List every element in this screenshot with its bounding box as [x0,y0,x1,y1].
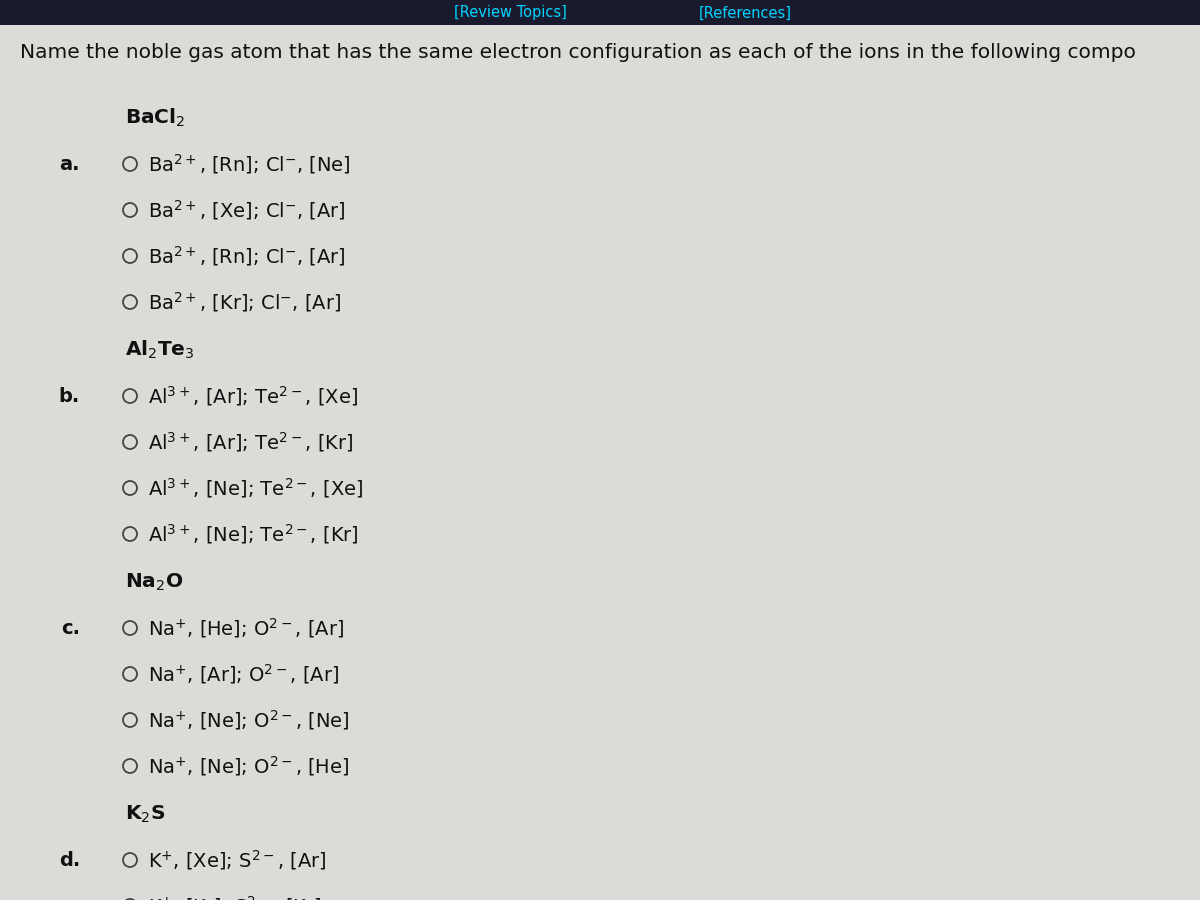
Text: Na$^{+}$, [He]; O$^{2-}$, [Ar]: Na$^{+}$, [He]; O$^{2-}$, [Ar] [148,616,344,640]
Text: Al$^{3+}$, [Ar]; Te$^{2-}$, [Xe]: Al$^{3+}$, [Ar]; Te$^{2-}$, [Xe] [148,384,358,408]
Text: Na$_2$O: Na$_2$O [125,572,184,592]
Text: Name the noble gas atom that has the same electron configuration as each of the : Name the noble gas atom that has the sam… [20,42,1136,61]
Text: K$^{+}$, [Xe]; S$^{2-}$, [Ar]: K$^{+}$, [Xe]; S$^{2-}$, [Ar] [148,848,326,872]
Text: Al$^{3+}$, [Ne]; Te$^{2-}$, [Kr]: Al$^{3+}$, [Ne]; Te$^{2-}$, [Kr] [148,522,359,546]
Text: Ba$^{2+}$, [Rn]; Cl$^{-}$, [Ar]: Ba$^{2+}$, [Rn]; Cl$^{-}$, [Ar] [148,244,346,268]
Text: Na$^{+}$, [Ne]; O$^{2-}$, [He]: Na$^{+}$, [Ne]; O$^{2-}$, [He] [148,754,349,778]
Text: c.: c. [61,618,80,637]
Text: [Review Topics]: [Review Topics] [454,5,566,21]
Text: Ba$^{2+}$, [Rn]; Cl$^{-}$, [Ne]: Ba$^{2+}$, [Rn]; Cl$^{-}$, [Ne] [148,152,350,176]
Text: [References]: [References] [698,5,792,21]
Text: Ba$^{2+}$, [Xe]; Cl$^{-}$, [Ar]: Ba$^{2+}$, [Xe]; Cl$^{-}$, [Ar] [148,198,346,222]
Text: d.: d. [59,850,80,869]
Text: Na$^{+}$, [Ne]; O$^{2-}$, [Ne]: Na$^{+}$, [Ne]; O$^{2-}$, [Ne] [148,708,349,732]
Text: a.: a. [60,155,80,174]
Text: Al$^{3+}$, [Ne]; Te$^{2-}$, [Xe]: Al$^{3+}$, [Ne]; Te$^{2-}$, [Xe] [148,476,364,500]
Text: Na$^{+}$, [Ar]; O$^{2-}$, [Ar]: Na$^{+}$, [Ar]; O$^{2-}$, [Ar] [148,662,340,686]
Text: K$^{+}$, [Kr]; S$^{2-}$, [Kr]: K$^{+}$, [Kr]; S$^{2-}$, [Kr] [148,894,322,900]
FancyBboxPatch shape [0,0,1200,25]
Text: K$_2$S: K$_2$S [125,804,166,824]
Text: Al$^{3+}$, [Ar]; Te$^{2-}$, [Kr]: Al$^{3+}$, [Ar]; Te$^{2-}$, [Kr] [148,430,354,454]
Text: b.: b. [59,386,80,406]
Text: Al$_2$Te$_3$: Al$_2$Te$_3$ [125,339,194,361]
Text: BaCl$_2$: BaCl$_2$ [125,107,185,129]
Text: Ba$^{2+}$, [Kr]; Cl$^{-}$, [Ar]: Ba$^{2+}$, [Kr]; Cl$^{-}$, [Ar] [148,290,341,314]
